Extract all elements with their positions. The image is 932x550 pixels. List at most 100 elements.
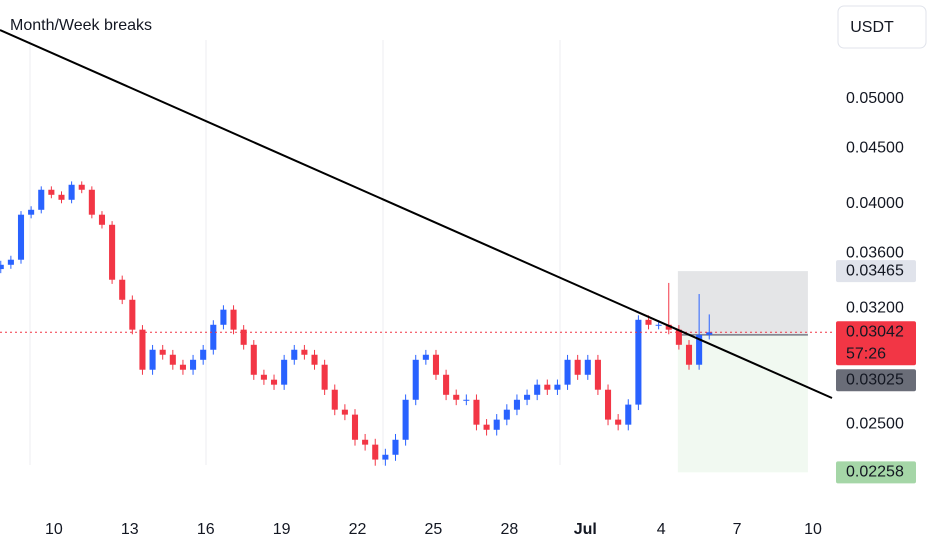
y-tick-label: 0.03600 — [846, 244, 904, 261]
candle-body — [190, 359, 197, 370]
candle-body — [544, 384, 551, 390]
candle-body — [635, 319, 642, 405]
candle-body — [463, 399, 470, 401]
currency[interactable]: USDT — [850, 19, 894, 36]
candle-body — [392, 439, 399, 455]
currency-box[interactable] — [837, 5, 927, 49]
candle-body — [281, 359, 288, 385]
x-tick-label: 28 — [500, 521, 518, 538]
candle-body — [473, 399, 480, 425]
candle-body — [382, 454, 389, 460]
last-price-label-bg — [836, 321, 916, 366]
candle-body — [341, 409, 348, 415]
candle-body — [159, 349, 166, 355]
stop-zone — [677, 271, 808, 335]
candle-body — [7, 259, 14, 265]
candle-body — [645, 319, 652, 325]
candle-body — [250, 344, 257, 375]
candle-body — [78, 184, 85, 190]
candle-body — [665, 324, 672, 330]
y-tick-label: 0.03200 — [846, 300, 904, 317]
candle-body — [129, 299, 136, 330]
candle-body — [230, 309, 237, 330]
candle-body — [98, 214, 106, 225]
candle-body — [301, 349, 308, 355]
y-tick-label: 0.04000 — [846, 195, 904, 212]
candle-body — [331, 389, 338, 410]
candle-body — [169, 354, 176, 365]
candle-body — [564, 359, 571, 385]
x-tick-label: 25 — [425, 521, 443, 538]
candle-body — [311, 354, 318, 365]
candle-body — [149, 349, 156, 370]
chart-title: Month/Week breaks — [10, 17, 152, 34]
candle-body — [685, 344, 693, 365]
candle-body — [139, 329, 146, 370]
candle-body — [604, 389, 612, 420]
candle-body — [291, 349, 298, 360]
y-tick-label: 0.04500 — [846, 140, 904, 157]
x-tick-label: Jul — [574, 521, 597, 538]
candle-body — [696, 334, 703, 365]
target-label: 0.02258 — [846, 464, 904, 481]
stop-label: 0.03465 — [846, 262, 904, 279]
x-tick-label: 7 — [733, 521, 742, 538]
candle-body — [503, 409, 510, 420]
candle-body — [706, 332, 713, 335]
entry-label: 0.03025 — [846, 372, 904, 389]
candle-body — [220, 309, 227, 325]
candle-body — [655, 324, 662, 326]
x-tick-label: 22 — [349, 521, 367, 538]
candle-body — [432, 354, 440, 375]
target-label-bg — [836, 461, 916, 484]
candle-body — [554, 384, 561, 390]
x-tick-label: 10 — [45, 521, 63, 538]
candle-body — [210, 324, 217, 350]
candle-body — [68, 184, 75, 200]
y-tick-label: 0.02500 — [846, 416, 904, 433]
trend-line — [0, 29, 833, 399]
candle-body — [88, 189, 95, 215]
x-tick-label: 10 — [804, 521, 822, 538]
y-tick-label: 0.05000 — [846, 90, 904, 107]
candle-body — [493, 419, 500, 430]
candle-body — [119, 279, 126, 300]
candle-body — [38, 189, 45, 210]
candle-body — [402, 399, 409, 440]
entry-label-bg — [836, 369, 916, 392]
x-tick-label: 16 — [197, 521, 215, 538]
candle-body — [28, 209, 35, 215]
x-tick-label: 4 — [657, 521, 666, 538]
candle-body — [574, 359, 581, 375]
plot — [0, 181, 835, 473]
candle-body — [58, 194, 65, 200]
stop-label-bg — [836, 260, 916, 283]
candle-body — [584, 359, 591, 375]
candle-body — [200, 349, 207, 360]
axes: 0.05000 0.04500 0.04000 0.03600 0.03200 0.025… — [45, 90, 916, 538]
x-tick-label: 13 — [121, 521, 139, 538]
candle-body — [48, 189, 55, 195]
candle-body — [362, 439, 369, 445]
last-price-label: 0.03042 — [846, 324, 904, 341]
candle-body — [240, 329, 247, 345]
candle-body — [109, 224, 116, 280]
countdown: 57:26 — [846, 346, 886, 363]
candle-body — [625, 404, 632, 425]
candle-body — [443, 374, 450, 395]
candle-body — [372, 444, 379, 460]
candle-body — [0, 264, 4, 270]
candle-body — [513, 399, 520, 410]
candle-body — [483, 424, 490, 430]
candle-body — [17, 214, 25, 260]
candle-body — [260, 374, 267, 380]
candle-body — [270, 379, 278, 385]
candle-body — [422, 354, 429, 360]
candle-body — [453, 394, 460, 400]
candle-body — [351, 414, 359, 440]
x-tick-label: 19 — [273, 521, 291, 538]
candle-body — [675, 329, 682, 345]
candle-body — [594, 359, 601, 390]
candle-body — [412, 359, 419, 400]
